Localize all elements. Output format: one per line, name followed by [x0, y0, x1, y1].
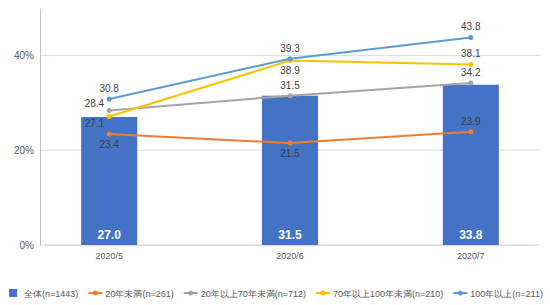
x-tick-label: 2020/6 [276, 251, 304, 261]
marker [107, 132, 112, 137]
legend-item: 100年以上(n=211) [453, 289, 543, 299]
y-tick-label: 0% [20, 240, 35, 251]
y-tick: 20% [14, 145, 40, 156]
legend-item: 70年以上100年未満(n=210) [316, 289, 443, 299]
x-axis-line [46, 245, 536, 246]
bar [81, 117, 137, 245]
y-tick: 40% [14, 50, 40, 61]
line-label: 21.5 [280, 148, 300, 159]
legend-item: 20年未満(n=261) [88, 289, 173, 299]
line-label: 38.1 [461, 48, 481, 59]
legend-item: 全体(n=1443) [9, 289, 78, 299]
line-label: 31.5 [280, 80, 300, 91]
marks [81, 35, 499, 245]
bar-label: 27.0 [98, 228, 122, 242]
marker [468, 35, 473, 40]
bar-label: 33.8 [459, 228, 483, 242]
bar [443, 85, 499, 245]
legend-label: 20年未満(n=261) [105, 289, 173, 299]
marker [468, 80, 473, 85]
line-label: 28.4 [85, 98, 105, 109]
legend-label: 全体(n=1443) [24, 289, 78, 299]
chart-container: 0% 20% 40% 2020/5 2020/6 2020/7 27.0 31.5 33.8 23… [0, 0, 550, 305]
line-label: 30.8 [99, 83, 119, 94]
bar [262, 96, 318, 245]
marker [107, 114, 112, 119]
y-tick-label: 40% [14, 50, 34, 61]
marker [107, 97, 112, 102]
marker [107, 108, 112, 113]
line [109, 61, 471, 117]
marker [288, 93, 293, 98]
legend-label: 100年以上(n=211) [470, 289, 543, 299]
bar-label: 31.5 [278, 228, 302, 242]
x-tick-label: 2020/7 [457, 251, 485, 261]
line-label: 39.3 [280, 43, 300, 54]
data-labels: 27.0 31.5 33.8 23.4 21.5 23.9 28.4 31.5 34.2 27.1… [85, 21, 483, 242]
x-axis: 2020/5 2020/6 2020/7 [46, 246, 536, 262]
line [109, 37, 471, 99]
y-tick: 0% [20, 240, 40, 251]
line-label: 38.9 [280, 65, 300, 76]
line-label: 27.1 [85, 118, 105, 129]
chart-svg: 0% 20% 40% 2020/5 2020/6 2020/7 27.0 31.5 33.8 23… [0, 0, 550, 305]
line-label: 23.4 [99, 139, 119, 150]
line-label: 23.9 [461, 116, 481, 127]
legend-label: 20年以上70年未満(n=712) [201, 289, 306, 299]
legend-item: 20年以上70年未満(n=712) [184, 289, 306, 299]
line-label: 43.8 [461, 21, 481, 32]
y-axis: 0% 20% 40% [14, 9, 41, 251]
x-tick: 2020/6 [276, 251, 304, 261]
legend: 全体(n=1443) 20年未満(n=261) 20年以上70年未満(n=712) 7… [9, 289, 543, 299]
marker [288, 56, 293, 61]
legend-label: 70年以上100年未満(n=210) [333, 289, 443, 299]
x-tick: 2020/5 [95, 251, 123, 261]
y-tick-label: 20% [14, 145, 34, 156]
line-label: 34.2 [461, 67, 481, 78]
grid [40, 55, 540, 245]
y-axis-line [40, 9, 41, 246]
legend-marker [458, 291, 463, 296]
legend-marker [93, 291, 98, 296]
legend-marker [188, 291, 193, 296]
marker [288, 141, 293, 146]
legend-marker [320, 291, 325, 296]
legend-swatch [9, 289, 17, 297]
marker [468, 129, 473, 134]
x-tick: 2020/7 [457, 251, 485, 261]
x-tick-label: 2020/5 [95, 251, 123, 261]
